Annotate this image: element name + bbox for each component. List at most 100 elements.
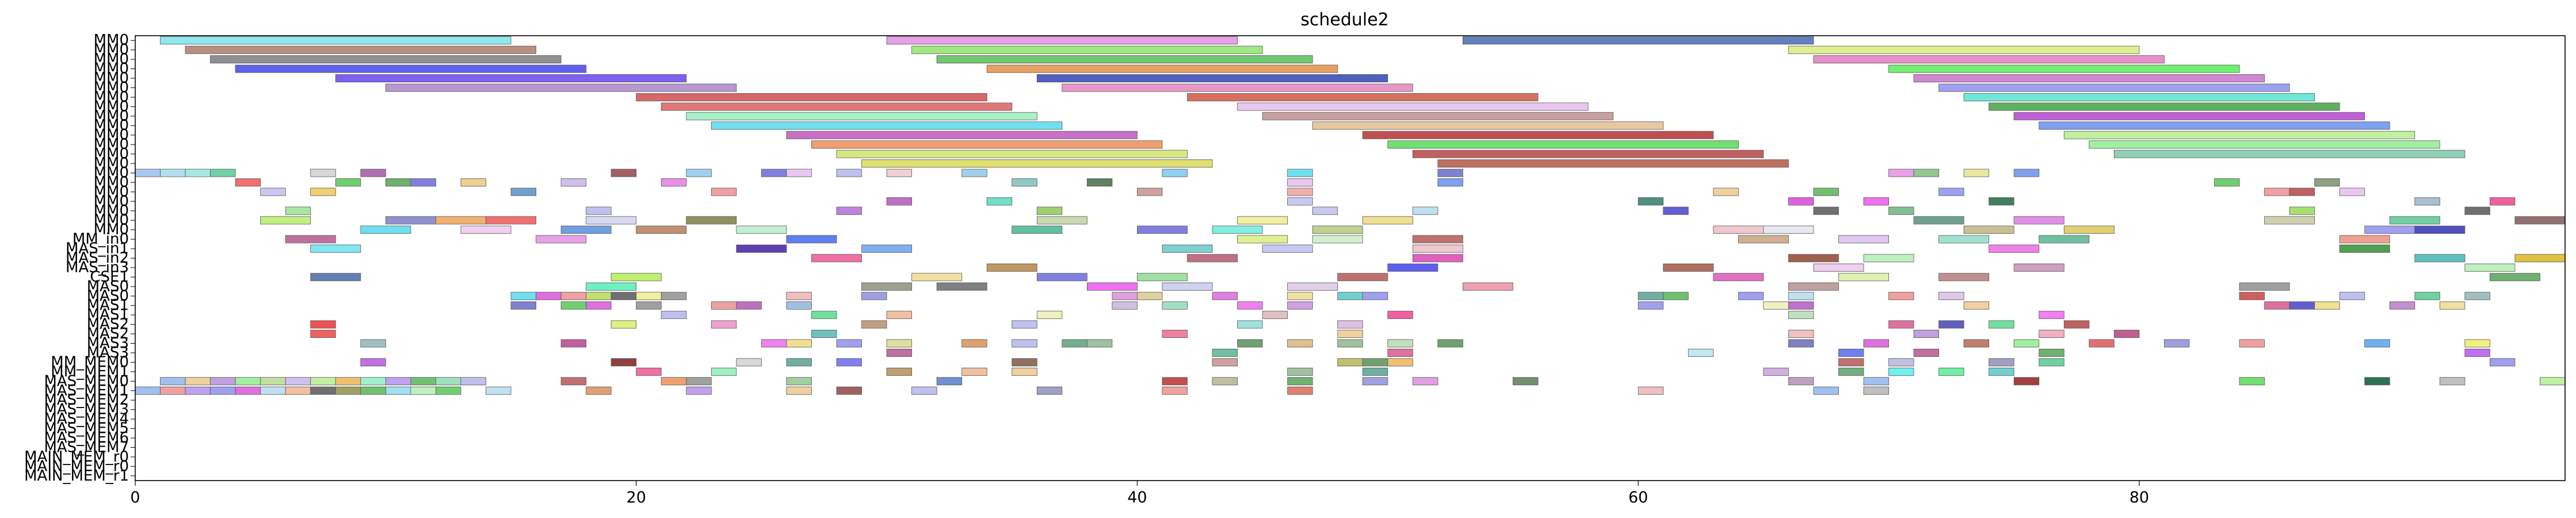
gantt-bar: [1112, 292, 1138, 300]
gantt-bar: [2113, 330, 2140, 338]
gantt-bar: [610, 358, 637, 367]
gantt-bar: [1162, 245, 1213, 253]
gantt-bar: [786, 292, 812, 300]
gantt-bar: [661, 102, 1013, 111]
gantt-bar: [886, 311, 913, 319]
gantt-bar: [410, 377, 436, 386]
gantt-bar: [560, 339, 587, 348]
y-tick-label: MAS_in1: [66, 240, 129, 257]
gantt-bar: [1838, 348, 1864, 357]
y-tick-label: MM0: [94, 51, 129, 68]
y-tick-label: MAS0: [87, 278, 129, 295]
gantt-bar: [1788, 197, 1814, 205]
gantt-bar: [1287, 377, 1313, 386]
gantt-bar: [1036, 74, 1388, 82]
gantt-bar: [1262, 311, 1288, 319]
gantt-bar: [2264, 216, 2315, 224]
gantt-bar: [2164, 339, 2190, 348]
gantt-bar: [686, 377, 712, 386]
gantt-bar: [1012, 367, 1037, 376]
gantt-bar: [1212, 358, 1238, 367]
gantt-bar: [986, 64, 1338, 73]
gantt-bar: [436, 386, 461, 395]
gantt-bar: [1938, 273, 1990, 281]
gantt-bar: [886, 169, 913, 177]
gantt-bar: [2039, 121, 2390, 130]
gantt-bar: [1287, 386, 1313, 395]
gantt-bar: [2364, 377, 2390, 386]
gantt-bar: [1062, 83, 1413, 92]
gantt-bar: [310, 386, 336, 395]
gantt-bar: [836, 386, 862, 395]
gantt-bar: [460, 178, 486, 186]
gantt-bar: [1187, 254, 1238, 262]
gantt-bar: [586, 207, 612, 215]
gantt-bar: [1287, 282, 1338, 291]
gantt-bar: [185, 377, 211, 386]
gantt-bar: [1463, 36, 1814, 45]
gantt-bar: [285, 235, 336, 243]
gantt-bar: [811, 140, 1163, 149]
gantt-bar: [536, 235, 587, 243]
gantt-bar: [2414, 226, 2466, 234]
gantt-bar: [1162, 301, 1188, 310]
y-tick-label: MAS_MEM5: [44, 420, 129, 437]
gantt-bar: [1362, 377, 1388, 386]
gantt-bar: [2089, 140, 2440, 149]
gantt-bar: [210, 377, 236, 386]
gantt-bar: [2489, 358, 2516, 367]
gantt-bar: [1989, 367, 2014, 376]
gantt-bar: [1738, 292, 1764, 300]
gantt-bar: [1287, 292, 1313, 300]
gantt-bar: [310, 377, 336, 386]
y-tick-label: MM0: [94, 32, 129, 49]
gantt-bar: [1888, 367, 1914, 376]
gantt-bar: [1463, 282, 1513, 291]
gantt-bar: [1888, 320, 1914, 329]
gantt-bar: [160, 169, 186, 177]
gantt-bar: [1437, 159, 1789, 168]
gantt-bar: [1638, 292, 1664, 300]
gantt-bar: [1162, 377, 1188, 386]
gantt-bar: [1663, 263, 1714, 272]
gantt-bar: [711, 320, 737, 329]
gantt-bar: [486, 216, 536, 224]
gantt-bar: [786, 377, 812, 386]
gantt-bar: [1838, 235, 1889, 243]
gantt-bar: [1663, 292, 1689, 300]
gantt-bar: [235, 178, 261, 186]
gantt-bar: [1863, 377, 1889, 386]
gantt-bar: [1086, 282, 1138, 291]
gantt-bar: [2540, 377, 2566, 386]
gantt-bar: [736, 301, 762, 310]
gantt-bar: [1638, 301, 1664, 310]
gantt-bar: [2314, 301, 2340, 310]
gantt-bar: [1086, 178, 1113, 186]
gantt-bar: [2339, 292, 2365, 300]
gantt-bar: [2464, 207, 2490, 215]
gantt-bar: [1287, 169, 1313, 177]
y-tick-label: MAS3: [87, 344, 129, 361]
gantt-bar: [886, 348, 913, 357]
gantt-bar: [2514, 254, 2566, 262]
y-tick-label: MM0: [94, 98, 129, 115]
gantt-bar: [335, 386, 361, 395]
y-axis-labels: MM0MM0MM0MM0MM0MM0MM0MM0MM0MM0MM0MM0MM0M…: [24, 32, 135, 485]
gantt-bar: [1913, 216, 1964, 224]
gantt-bar: [210, 169, 236, 177]
y-tick-label: MM0: [94, 117, 129, 134]
gantt-bar: [2439, 301, 2466, 310]
gantt-bar: [1989, 245, 2040, 253]
gantt-bar: [310, 169, 336, 177]
gantt-bar: [385, 386, 411, 395]
gantt-bar: [610, 169, 637, 177]
bars-layer: [135, 36, 2566, 395]
gantt-bar: [385, 377, 411, 386]
gantt-bar: [260, 386, 286, 395]
gantt-bar: [560, 226, 612, 234]
y-tick-label: MAS_in3: [66, 259, 129, 276]
gantt-bar: [886, 367, 913, 376]
gantt-bar: [1012, 178, 1037, 186]
gantt-bar: [836, 207, 862, 215]
